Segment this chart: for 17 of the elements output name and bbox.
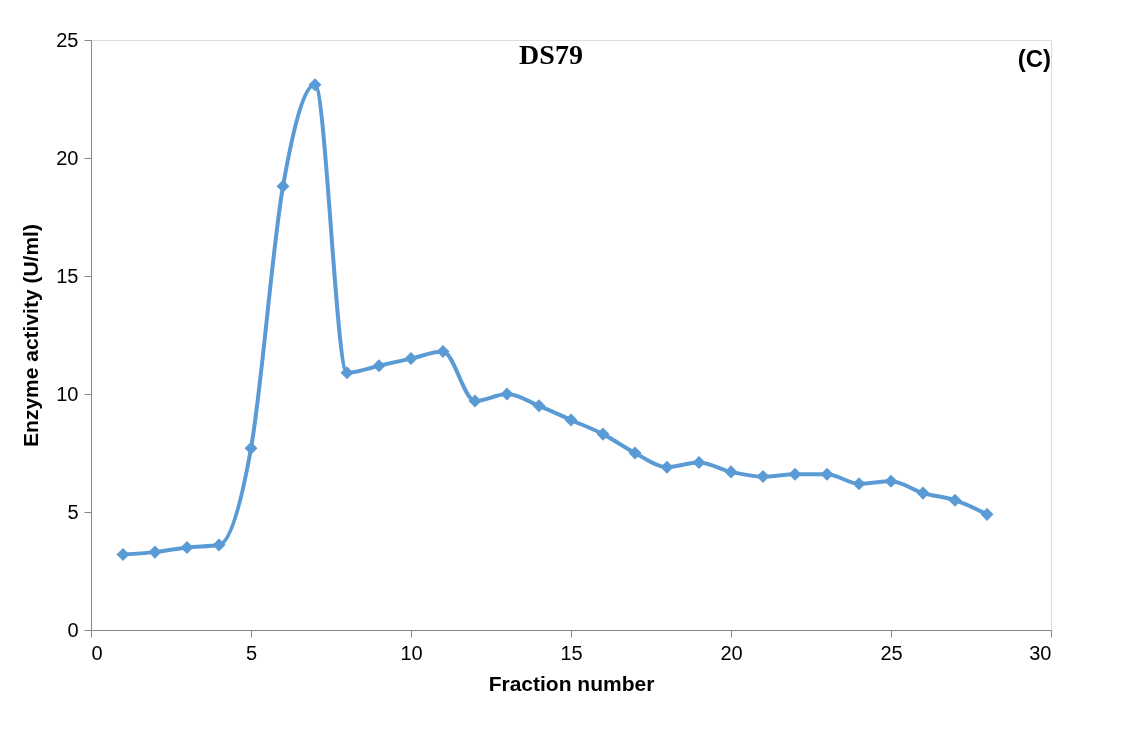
x-tick-label: 30 xyxy=(1029,641,1052,664)
x-axis-title: Fraction number xyxy=(488,671,655,695)
x-tick-label: 25 xyxy=(880,641,903,664)
x-tick-label: 20 xyxy=(720,641,743,664)
y-axis-title: Enzyme activity (U/ml) xyxy=(19,224,43,447)
y-tick-label: 5 xyxy=(67,500,79,523)
y-tick-label: 15 xyxy=(56,264,79,287)
x-tick-label: 10 xyxy=(400,641,423,664)
x-tick-label: 5 xyxy=(245,641,258,664)
annotation: (C) xyxy=(1017,45,1051,72)
x-tick-label: 0 xyxy=(91,641,103,664)
y-tick-label: 25 xyxy=(56,28,79,51)
y-tick-label: 0 xyxy=(67,618,79,641)
chart-title: DS79 xyxy=(519,39,583,70)
y-tick-label: 10 xyxy=(56,382,79,405)
x-tick-label: 15 xyxy=(560,641,583,664)
y-tick-label: 20 xyxy=(56,146,79,169)
